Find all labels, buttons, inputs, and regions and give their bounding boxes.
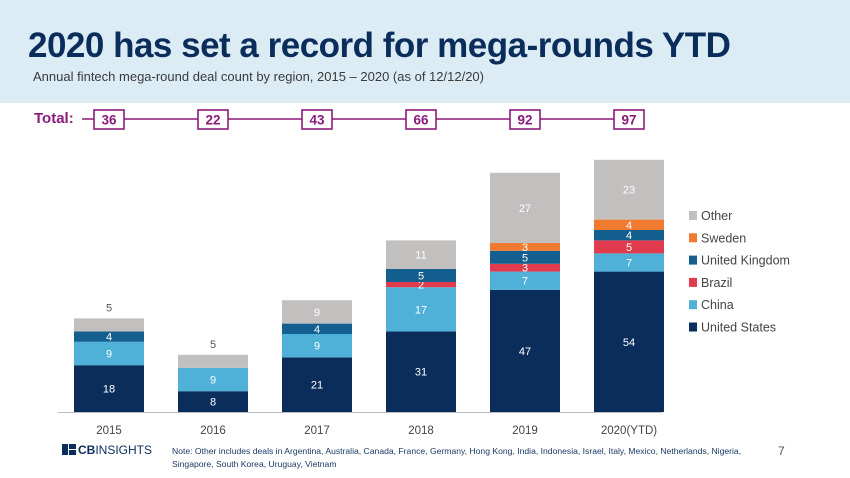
total-box [93,109,125,130]
data-label-china: 17 [415,304,427,316]
bar-segment-other [178,354,248,368]
data-label-united-states: 31 [415,367,427,379]
bar-segment-brazil [594,240,664,254]
data-label-china: 9 [106,349,112,361]
legend-swatch-brazil [689,277,697,287]
logo-cb-text: CB [78,443,96,457]
data-label-china: 7 [626,258,632,270]
header-band: 2020 has set a record for mega-rounds YT… [0,0,850,103]
legend-label-brazil: Brazil [701,276,732,290]
data-label-brazil: 5 [626,242,632,254]
x-tick-label: 2017 [304,425,330,437]
total-box [405,109,437,130]
bar-segment-brazil [490,263,560,272]
page-number: 7 [778,444,785,458]
legend-label-united-states: United States [701,321,776,335]
bar-segment-united-kingdom [594,230,664,241]
data-label-brazil: 3 [522,263,528,275]
total-box [509,109,541,130]
data-label-china: 9 [314,341,320,353]
bar-segment-united-states [74,365,144,412]
bar-segment-china [282,334,352,358]
bar-segment-united-kingdom [282,323,352,334]
data-label-united-kingdom: 4 [106,332,112,344]
total-value-label: 36 [101,113,117,128]
legend-swatch-united-kingdom [689,255,697,265]
x-tick-label: 2020(YTD) [601,425,657,437]
legend-label-china: China [701,298,734,312]
bar-segment-china [490,271,560,290]
page-subtitle: Annual fintech mega-round deal count by … [33,69,484,84]
data-label-sweden: 3 [522,242,528,254]
bar-segment-other [386,240,456,269]
bar-segment-china [386,287,456,332]
bar-segment-sweden [490,243,560,251]
data-label-brazil: 2 [418,280,424,292]
bar-segment-other [282,300,352,324]
bar-segment-sweden [594,219,664,230]
total-value-label: 43 [309,113,325,128]
bar-segment-united-states [386,331,456,412]
legend-swatch-other [689,211,697,220]
total-box [301,109,333,130]
legend-swatch-china [689,300,697,310]
data-label-china: 9 [210,375,216,387]
bar-segment-united-kingdom [490,250,560,264]
x-tick-label: 2015 [96,425,122,437]
total-value-label: 22 [205,113,220,128]
data-label-other: 23 [623,185,635,197]
x-tick-label: 2018 [408,425,434,437]
data-label-united-kingdom: 5 [522,252,528,264]
cbinsights-logo: CBINSIGHTS [62,443,152,457]
data-label-other: 9 [314,307,320,319]
data-label-china: 7 [522,276,528,288]
x-tick-label: 2016 [200,425,226,437]
bar-segment-other [594,159,664,220]
data-label-united-kingdom: 4 [626,230,632,242]
data-label-other: 5 [210,339,216,351]
x-tick-label: 2019 [512,425,538,437]
total-value-label: 66 [413,113,429,128]
bar-segment-united-kingdom [74,331,144,342]
totals-label: Total: [34,110,74,127]
data-label-united-states: 18 [103,384,115,396]
bar-segment-united-kingdom [386,269,456,282]
bar-segment-united-states [490,289,560,412]
bar-segment-other [74,318,144,332]
total-value-label: 97 [621,113,636,128]
total-box [197,109,229,130]
bar-segment-united-states [178,391,248,412]
legend-label-other: Other [701,209,732,223]
data-label-united-kingdom: 4 [314,324,320,336]
data-label-other: 11 [415,250,426,262]
logo-insights-text: INSIGHTS [95,443,153,457]
total-value-label: 92 [517,113,532,128]
bar-segment-china [594,253,664,272]
legend-swatch-sweden [689,233,697,243]
page-title: 2020 has set a record for mega-rounds YT… [28,26,731,65]
data-label-united-states: 21 [311,380,323,392]
bar-segment-united-states [594,271,664,412]
legend-swatch-united-states [689,322,697,332]
bar-segment-china [74,341,144,366]
data-label-other: 27 [519,203,531,215]
bar-segment-brazil [386,282,456,288]
data-label-other: 5 [106,302,112,314]
bar-segment-united-states [282,357,352,412]
legend-label-sweden: Sweden [701,231,746,245]
data-label-united-states: 54 [623,337,635,349]
data-label-united-kingdom: 5 [418,271,424,283]
data-label-sweden: 4 [626,220,632,232]
cbinsights-logo-icon [62,444,76,455]
bar-segment-china [178,367,248,392]
legend-label-united-kingdom: United Kingdom [701,254,790,268]
footnote: Note: Other includes deals in Argentina,… [172,446,742,469]
data-label-united-states: 8 [210,397,216,409]
bar-segment-other [490,172,560,243]
data-label-united-states: 47 [519,346,531,358]
total-box [613,109,645,130]
